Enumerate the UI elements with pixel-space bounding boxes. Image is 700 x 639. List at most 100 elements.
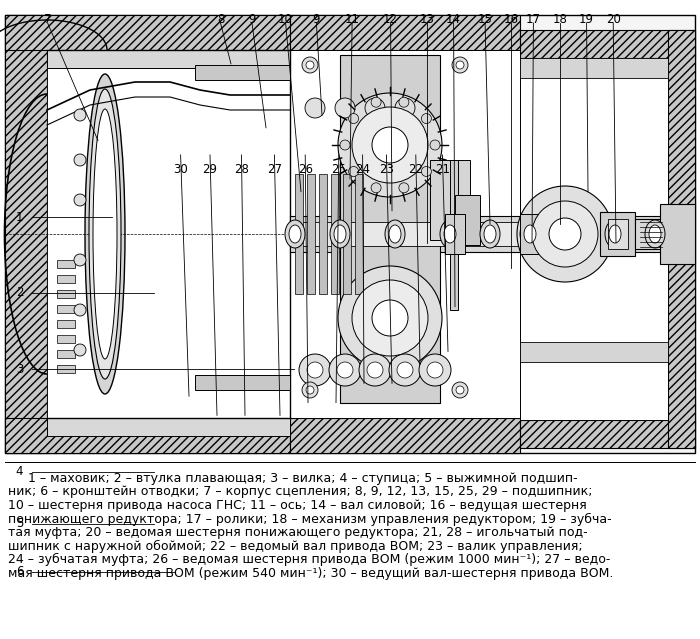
Ellipse shape	[560, 220, 580, 248]
Text: 18: 18	[552, 13, 568, 26]
Circle shape	[371, 183, 381, 193]
Circle shape	[456, 386, 464, 394]
Circle shape	[399, 183, 409, 193]
Bar	[520, 30, 695, 58]
Circle shape	[305, 98, 325, 118]
Circle shape	[337, 362, 353, 378]
Text: 24 – зубчатая муфта; 26 – ведомая шестерня привода ВОМ (режим 1000 мин⁻¹); 27 – : 24 – зубчатая муфта; 26 – ведомая шестер…	[8, 553, 610, 566]
Text: 17: 17	[526, 13, 541, 26]
Ellipse shape	[609, 225, 621, 243]
Text: 25: 25	[331, 163, 346, 176]
Bar	[57, 320, 75, 328]
Text: 20: 20	[606, 13, 621, 26]
Ellipse shape	[520, 220, 540, 248]
Circle shape	[452, 57, 468, 73]
Text: 23: 23	[379, 163, 394, 176]
Circle shape	[371, 97, 381, 107]
Ellipse shape	[444, 225, 456, 243]
Ellipse shape	[330, 220, 350, 248]
Bar	[668, 209, 686, 259]
Bar	[650, 212, 668, 256]
Bar	[668, 30, 695, 448]
Circle shape	[359, 354, 391, 386]
Circle shape	[74, 254, 86, 266]
Bar	[57, 290, 75, 298]
Circle shape	[340, 140, 350, 150]
Circle shape	[399, 97, 409, 107]
Bar	[340, 228, 440, 403]
Text: 21: 21	[435, 163, 450, 176]
Bar	[343, 174, 351, 294]
Bar	[331, 174, 339, 294]
Circle shape	[329, 354, 361, 386]
Text: 1 – маховик; 2 – втулка плавающая; 3 – вилка; 4 – ступица; 5 – выжимной подшип-: 1 – маховик; 2 – втулка плавающая; 3 – в…	[8, 472, 578, 485]
Text: ник; 6 – кронштейн отводки; 7 – корпус сцепления; 8, 9, 12, 13, 15, 25, 29 – под: ник; 6 – кронштейн отводки; 7 – корпус с…	[8, 486, 592, 498]
Circle shape	[338, 93, 442, 197]
Circle shape	[421, 166, 431, 176]
Text: 2: 2	[16, 286, 23, 299]
Text: 19: 19	[579, 13, 594, 26]
Text: 7: 7	[44, 13, 51, 26]
Bar	[319, 174, 327, 294]
Text: 11: 11	[344, 13, 360, 26]
Circle shape	[352, 107, 428, 183]
Circle shape	[367, 362, 383, 378]
Circle shape	[349, 166, 358, 176]
Text: 8: 8	[217, 13, 224, 26]
Bar	[355, 174, 363, 294]
Text: 9: 9	[313, 13, 320, 26]
Circle shape	[372, 300, 408, 336]
Text: 28: 28	[234, 163, 249, 176]
Text: 24: 24	[355, 163, 370, 176]
Bar	[340, 55, 440, 230]
Ellipse shape	[645, 220, 665, 248]
Circle shape	[372, 127, 408, 163]
Bar	[455, 195, 480, 245]
Ellipse shape	[564, 225, 576, 243]
Ellipse shape	[334, 225, 346, 243]
Ellipse shape	[524, 225, 536, 243]
Text: 14: 14	[446, 13, 461, 26]
Bar	[195, 65, 290, 80]
Text: мая шестерня привода ВОМ (режим 540 мин⁻¹); 30 – ведущий вал-шестерня привода ВО: мая шестерня привода ВОМ (режим 540 мин⁻…	[8, 567, 613, 580]
Text: 30: 30	[173, 163, 188, 176]
Text: 3: 3	[16, 363, 23, 376]
Ellipse shape	[484, 225, 496, 243]
Circle shape	[74, 344, 86, 356]
Text: 10 – шестерня привода насоса ГНС; 11 – ось; 14 – вал силовой; 16 – ведущая шесте: 10 – шестерня привода насоса ГНС; 11 – о…	[8, 499, 587, 512]
Text: 4: 4	[16, 465, 23, 478]
Ellipse shape	[289, 225, 301, 243]
Circle shape	[427, 362, 443, 378]
Ellipse shape	[385, 220, 405, 248]
Bar	[195, 375, 290, 390]
Bar	[290, 50, 520, 418]
Bar	[47, 418, 290, 436]
Ellipse shape	[389, 225, 401, 243]
Bar	[520, 58, 668, 420]
Circle shape	[389, 354, 421, 386]
Circle shape	[517, 186, 613, 282]
Ellipse shape	[480, 220, 500, 248]
Text: тая муфта; 20 – ведомая шестерня понижающего редуктора; 21, 28 – игольчатый под-: тая муфта; 20 – ведомая шестерня понижаю…	[8, 526, 587, 539]
Circle shape	[452, 382, 468, 398]
Circle shape	[397, 362, 413, 378]
Bar	[295, 174, 303, 294]
Bar	[307, 174, 315, 294]
Circle shape	[302, 382, 318, 398]
Text: 12: 12	[383, 13, 398, 26]
Bar	[430, 160, 470, 240]
Ellipse shape	[440, 220, 460, 248]
Bar	[5, 418, 290, 453]
Circle shape	[74, 194, 86, 206]
Circle shape	[307, 362, 323, 378]
Bar	[450, 160, 458, 310]
Bar	[635, 219, 667, 249]
Circle shape	[74, 304, 86, 316]
Circle shape	[338, 266, 442, 370]
Bar	[57, 365, 75, 373]
Bar	[660, 204, 695, 264]
Ellipse shape	[285, 220, 305, 248]
Circle shape	[349, 114, 358, 123]
Circle shape	[306, 61, 314, 69]
Bar	[47, 50, 290, 418]
